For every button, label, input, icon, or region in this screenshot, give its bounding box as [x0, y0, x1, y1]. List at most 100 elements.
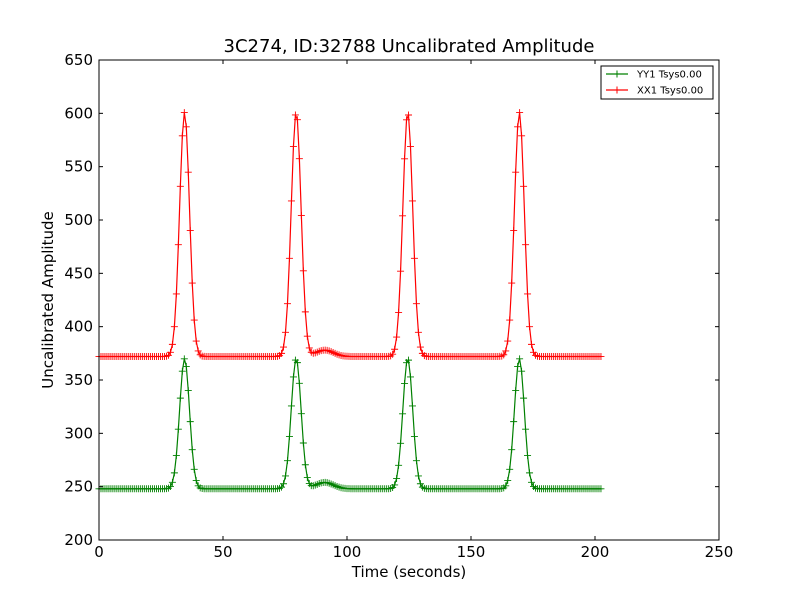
data-point: [516, 109, 524, 117]
data-point: [412, 457, 420, 465]
data-point: [280, 480, 288, 488]
y-tick-label: 450: [64, 264, 93, 282]
data-point: [287, 197, 295, 205]
data-point: [186, 226, 194, 234]
data-point: [500, 351, 508, 359]
data-point: [510, 226, 518, 234]
chart-title: 3C274, ID:32788 Uncalibrated Amplitude: [224, 36, 595, 57]
data-point: [391, 481, 399, 489]
data-point: [397, 439, 405, 447]
data-point: [295, 379, 303, 387]
data-point: [520, 394, 528, 402]
data-point: [283, 457, 291, 465]
data-point: [406, 143, 414, 151]
axis-ticks: 0 50 100 150 200 250 200 250 300 350 400 450 500 550 6…: [64, 51, 733, 561]
data-point: [405, 356, 413, 364]
plot-area: [95, 109, 605, 493]
x-tick-label: 250: [705, 543, 734, 561]
data-point: [170, 469, 178, 477]
data-point: [399, 212, 407, 220]
data-point: [410, 432, 418, 440]
x-axis-label: Time (seconds): [351, 563, 467, 581]
x-tick-label: 50: [213, 543, 232, 561]
legend-entry: YY1 Tsys0.00: [606, 70, 702, 81]
data-point: [393, 474, 401, 482]
data-point: [299, 267, 307, 275]
x-tick-label: 100: [333, 543, 362, 561]
data-point: [516, 355, 524, 363]
data-point: [504, 337, 512, 345]
data-point: [281, 328, 289, 336]
y-tick-label: 400: [64, 318, 93, 336]
data-point: [393, 333, 401, 341]
data-point: [295, 155, 303, 163]
data-point: [303, 474, 311, 482]
data-point: [528, 478, 536, 486]
data-point: [401, 379, 409, 387]
data-point: [395, 308, 403, 316]
data-point: [397, 267, 405, 275]
data-point: [293, 359, 301, 367]
data-point: [403, 116, 411, 124]
x-tick-label: 200: [581, 543, 610, 561]
data-point: [287, 402, 295, 410]
data-point: [297, 212, 305, 220]
legend-marker: [613, 86, 621, 94]
data-point: [510, 418, 518, 426]
data-point: [401, 155, 409, 163]
x-tick-label: 150: [457, 543, 486, 561]
data-point: [506, 465, 514, 473]
data-point: [512, 168, 520, 176]
data-point: [174, 241, 182, 249]
data-point: [291, 111, 299, 119]
data-point: [166, 348, 174, 356]
data-point: [526, 469, 534, 477]
data-point: [522, 241, 530, 249]
data-point: [305, 344, 313, 352]
data-point: [168, 478, 176, 486]
data-point: [190, 316, 198, 324]
legend-marker: [613, 70, 621, 78]
data-point: [188, 446, 196, 454]
data-point: [289, 373, 297, 381]
data-point: [168, 340, 176, 348]
legend-label: YY1 Tsys0.00: [636, 70, 702, 81]
data-point: [526, 323, 534, 331]
data-point: [414, 472, 422, 480]
data-point: [299, 439, 307, 447]
data-point: [506, 316, 514, 324]
data-point: [391, 345, 399, 353]
legend-entry: XX1 Tsys0.00: [606, 86, 703, 97]
data-point: [528, 340, 536, 348]
series-1: [95, 109, 605, 361]
data-point: [524, 290, 532, 298]
legend: YY1 Tsys0.00 XX1 Tsys0.00: [600, 65, 714, 100]
data-point: [176, 394, 184, 402]
y-tick-label: 600: [64, 104, 93, 122]
data-point: [182, 362, 190, 370]
data-point: [194, 347, 202, 355]
data-point: [502, 482, 510, 490]
data-point: [408, 402, 416, 410]
data-point: [186, 418, 194, 426]
data-point: [410, 254, 418, 262]
data-point: [180, 355, 188, 363]
data-point: [412, 300, 420, 308]
data-point: [192, 477, 200, 485]
x-tick-label: 0: [94, 543, 104, 561]
data-point: [522, 425, 530, 433]
data-point: [176, 182, 184, 190]
data-point: [512, 387, 520, 395]
data-point: [172, 290, 180, 298]
data-point: [289, 143, 297, 151]
data-point: [301, 308, 309, 316]
series-0: [95, 355, 605, 493]
data-point: [508, 279, 516, 287]
data-point: [406, 373, 414, 381]
data-point: [172, 451, 180, 459]
data-point: [395, 461, 403, 469]
data-point: [514, 362, 522, 370]
data-point: [180, 109, 188, 117]
data-point: [285, 254, 293, 262]
data-point: [389, 350, 397, 358]
